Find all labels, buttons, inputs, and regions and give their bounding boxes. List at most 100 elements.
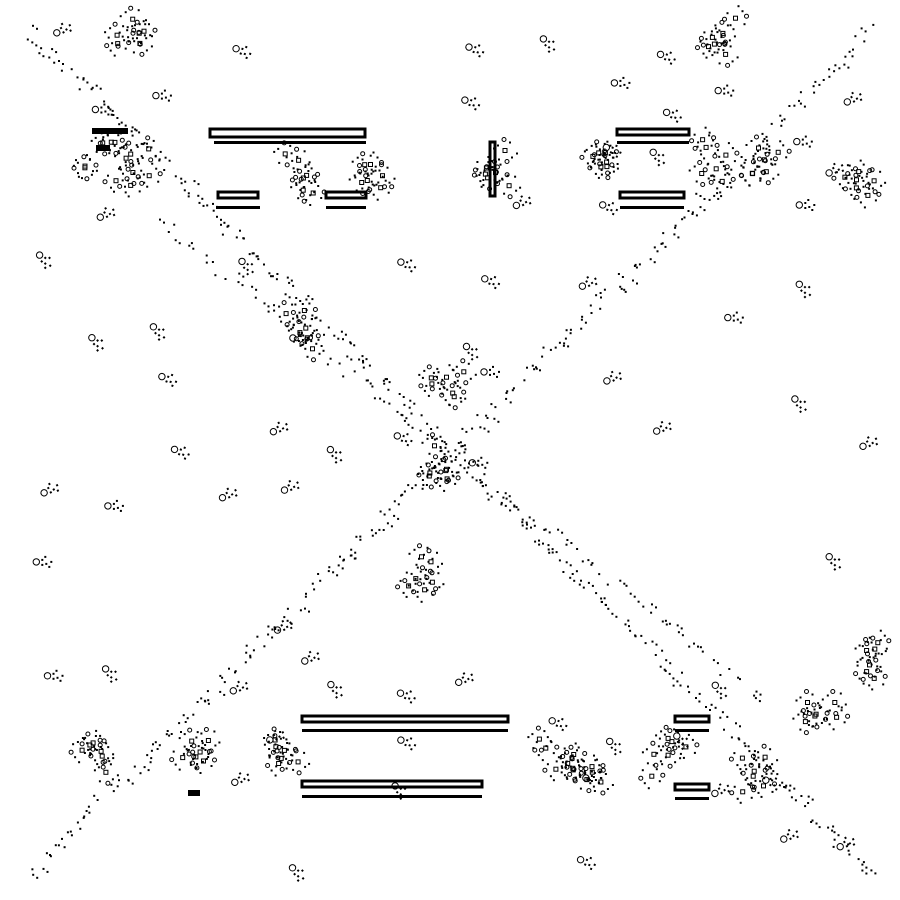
speck	[794, 799, 797, 802]
speck	[661, 649, 664, 652]
speck	[46, 870, 49, 873]
speck	[587, 581, 590, 584]
speck	[716, 192, 719, 195]
speck	[341, 567, 344, 570]
speck	[521, 521, 524, 524]
speck	[611, 612, 614, 615]
cluster-motif	[367, 175, 395, 202]
speck	[565, 561, 568, 564]
speck	[45, 852, 48, 855]
speck	[699, 646, 702, 649]
speck	[133, 765, 136, 768]
speck	[422, 472, 425, 475]
speck	[703, 209, 706, 212]
speck	[147, 769, 150, 772]
speck	[401, 493, 404, 496]
speck	[874, 872, 877, 875]
speck	[515, 506, 518, 509]
speck	[668, 622, 671, 625]
glider-motif	[388, 778, 412, 802]
speck	[718, 181, 721, 183]
speck	[234, 671, 236, 674]
speck	[872, 23, 875, 26]
speck	[315, 316, 318, 319]
speck	[433, 438, 436, 441]
speck	[214, 274, 217, 277]
speck	[414, 484, 417, 487]
cluster-motif	[542, 755, 570, 782]
speck	[320, 345, 323, 347]
speck	[511, 389, 514, 392]
speck	[286, 276, 289, 279]
speck	[267, 625, 270, 628]
speck	[865, 872, 868, 875]
speck	[69, 830, 72, 833]
cluster-motif	[272, 300, 299, 328]
speck	[776, 773, 779, 776]
speck	[255, 255, 258, 258]
speck	[485, 414, 488, 417]
speck	[861, 869, 864, 872]
speck	[660, 242, 663, 245]
speck	[623, 582, 626, 585]
speck	[271, 275, 274, 278]
speck	[607, 607, 610, 610]
speck	[487, 498, 490, 501]
speck	[178, 722, 181, 725]
cluster-motif	[284, 748, 311, 776]
speck	[131, 126, 134, 129]
speck	[95, 84, 98, 87]
speck	[730, 736, 733, 739]
speck	[228, 667, 230, 670]
glider-motif	[787, 391, 811, 416]
speck	[541, 355, 544, 358]
speck	[569, 576, 572, 579]
speck	[413, 402, 416, 405]
speck	[244, 661, 247, 664]
speck	[407, 484, 410, 487]
speck	[788, 105, 791, 107]
cluster-motif	[451, 358, 478, 386]
speck	[493, 417, 496, 420]
speck	[863, 40, 866, 43]
speck	[687, 210, 690, 212]
speck	[688, 645, 691, 648]
speck	[216, 215, 218, 218]
speck	[353, 370, 356, 373]
speck	[644, 642, 647, 645]
speck	[664, 669, 667, 672]
speck	[304, 607, 306, 610]
speck	[326, 363, 329, 366]
speck	[472, 460, 475, 463]
speck	[286, 607, 289, 610]
speck	[814, 80, 817, 83]
speck	[651, 603, 653, 606]
speck	[669, 662, 672, 665]
speck	[813, 91, 816, 94]
speck	[365, 358, 368, 361]
speck	[430, 428, 433, 430]
speck	[497, 420, 500, 423]
speck	[722, 183, 725, 185]
speck	[509, 401, 512, 404]
speck	[769, 767, 772, 770]
speck	[717, 197, 720, 200]
speck	[558, 341, 561, 344]
speck	[223, 681, 226, 684]
speck	[428, 468, 431, 471]
speck	[143, 142, 146, 145]
speck	[276, 273, 279, 275]
speck	[625, 584, 628, 587]
speck	[310, 340, 313, 343]
speck	[735, 722, 737, 725]
cluster-motif	[712, 141, 740, 168]
speck	[847, 66, 850, 69]
speck	[526, 523, 528, 526]
speck	[521, 518, 524, 521]
speck	[726, 172, 729, 175]
speck	[288, 281, 291, 284]
speck	[173, 223, 176, 226]
speck	[737, 737, 740, 740]
cluster-motif	[267, 744, 294, 772]
speck	[393, 514, 396, 517]
